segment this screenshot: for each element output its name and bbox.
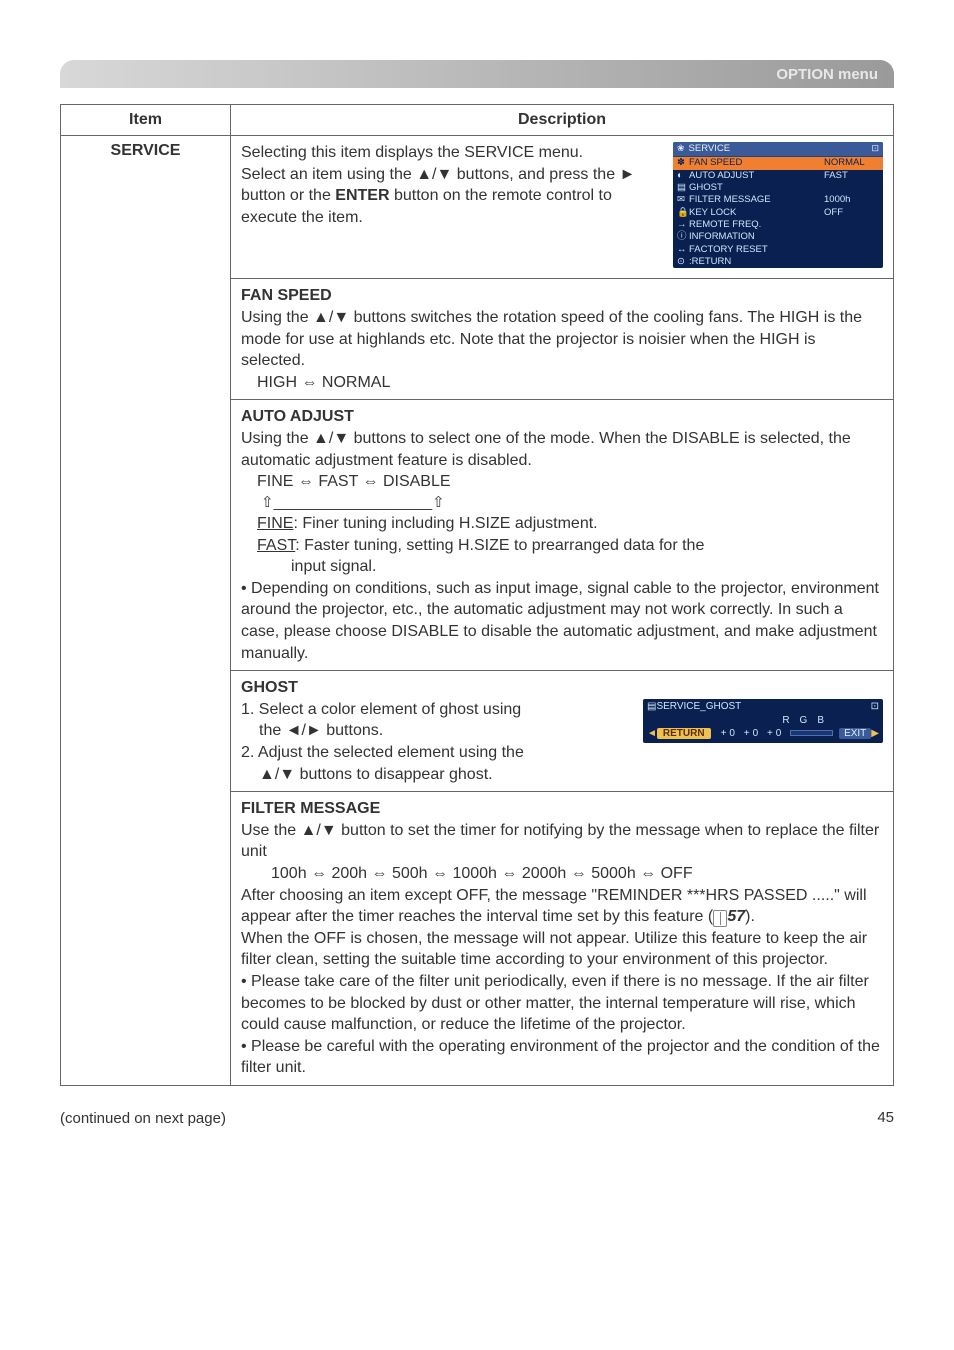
intro-cell: ❀ SERVICE ⊡ ✽FAN SPEEDNORMAL◐AUTO ADJUST… (231, 136, 894, 279)
menu-row-label: REMOTE FREQ. (689, 219, 824, 231)
menu-row-icon: 🔒 (677, 207, 689, 219)
menu-row-icon: ⓘ (677, 231, 689, 243)
fan-cycle: HIGH ⇔ NORMAL (241, 372, 883, 394)
ghost-panel-title: SERVICE_GHOST (656, 701, 741, 712)
menu-row-value (824, 231, 879, 243)
ghost-icon: ▤ (647, 701, 656, 712)
menu-row-label: INFORMATION (689, 231, 824, 243)
menu-row: ↔FACTORY RESET (673, 244, 883, 256)
menu-row-icon: ✽ (677, 157, 689, 169)
fan-cell: FAN SPEED Using the ▲/▼ buttons switches… (231, 279, 894, 400)
left-arrow-icon: ◄ (647, 728, 657, 739)
service-row-label: SERVICE (61, 136, 231, 1086)
service-menu-preview: ❀ SERVICE ⊡ ✽FAN SPEEDNORMAL◐AUTO ADJUST… (673, 142, 883, 268)
menu-row-label: FACTORY RESET (689, 244, 824, 256)
menu-row: ▤GHOST (673, 182, 883, 194)
auto-fast2: input signal. (241, 556, 883, 578)
menu-row-value (824, 244, 879, 256)
service-table: Item Description SERVICE ❀ SERVICE ⊡ ✽FA… (60, 104, 894, 1086)
service-icon: ❀ (677, 143, 685, 155)
ghost-vals: +0 +0 +0 (721, 728, 785, 739)
menu-head: ❀ SERVICE ⊡ (673, 142, 883, 157)
auto-desc: Using the ▲/▼ buttons to select one of t… (241, 428, 883, 471)
menu-row-label: :RETURN (689, 256, 824, 268)
auto-cell: AUTO ADJUST Using the ▲/▼ buttons to sel… (231, 400, 894, 671)
menu-row-icon: ◐ (677, 170, 689, 182)
menu-row: ✽FAN SPEEDNORMAL (673, 157, 883, 169)
menu-row-icon: → (677, 219, 689, 231)
col-header-desc: Description (231, 105, 894, 136)
filter-cycle: 100h ⇔ 200h ⇔ 500h ⇔ 1000h ⇔ 2000h ⇔ 500… (241, 863, 883, 885)
filter-p5: • Please be careful with the operating e… (241, 1036, 883, 1079)
menu-row-icon: ▤ (677, 182, 689, 194)
menu-row: →REMOTE FREQ. (673, 219, 883, 231)
ghost-title: GHOST (241, 677, 883, 699)
ghost-bar: ◄ RETURN +0 +0 +0 EXIT ▶ (647, 728, 879, 739)
menu-row-icon: ↔ (677, 244, 689, 256)
ghost-return: RETURN (657, 728, 711, 739)
filter-p4: • Please take care of the filter unit pe… (241, 971, 883, 1036)
menu-row-value: NORMAL (824, 157, 879, 169)
filter-p1: Use the ▲/▼ button to set the timer for … (241, 820, 883, 863)
auto-title: AUTO ADJUST (241, 406, 883, 428)
menu-row: ◐AUTO ADJUSTFAST (673, 170, 883, 182)
ghost-l2: 2. Adjust the selected element using the (241, 742, 883, 764)
menu-row: 🔒KEY LOCKOFF (673, 207, 883, 219)
auto-cycle: FINE ⇔ FAST ⇔ DISABLE (241, 471, 883, 493)
menu-row-value (824, 256, 879, 268)
fan-desc: Using the ▲/▼ buttons switches the rotat… (241, 307, 883, 372)
ghost-rgb: R G B (647, 712, 879, 726)
auto-fine: FINE: Finer tuning including H.SIZE adju… (241, 513, 883, 535)
menu-row: ✉FILTER MESSAGE1000h (673, 194, 883, 206)
menu-row-label: AUTO ADJUST (689, 170, 824, 182)
menu-row-value: OFF (824, 207, 879, 219)
menu-row-icon: ✉ (677, 194, 689, 206)
menu-title: SERVICE (689, 143, 731, 155)
filter-cell: FILTER MESSAGE Use the ▲/▼ button to set… (231, 792, 894, 1086)
menu-row-value (824, 182, 879, 194)
filter-p3: When the OFF is chosen, the message will… (241, 928, 883, 971)
manual-ref-icon (713, 910, 727, 927)
menu-row-label: FAN SPEED (689, 157, 824, 169)
ghost-l2b: ▲/▼ buttons to disappear ghost. (241, 764, 883, 786)
menu-row: ⓘINFORMATION (673, 231, 883, 243)
ghost-exit: EXIT (839, 728, 871, 739)
menu-row-value (824, 219, 879, 231)
ghost-cell: GHOST ▤ SERVICE_GHOST ⊡ R G B ◄ RETURN +… (231, 671, 894, 792)
filter-p2: After choosing an item except OFF, the m… (241, 885, 883, 928)
menu-row-icon: ⊙ (677, 256, 689, 268)
select-icon: ⊡ (871, 143, 879, 155)
right-arrow-icon: ▶ (871, 728, 879, 739)
menu-row-value: FAST (824, 170, 879, 182)
header-bar: OPTION menu (60, 60, 894, 88)
col-header-item: Item (61, 105, 231, 136)
menu-row-label: GHOST (689, 182, 824, 194)
header-title: OPTION menu (776, 66, 878, 83)
filter-title: FILTER MESSAGE (241, 798, 883, 820)
ghost-slider (790, 730, 833, 736)
ghost-preview: ▤ SERVICE_GHOST ⊡ R G B ◄ RETURN +0 +0 +… (643, 699, 883, 743)
auto-note: • Depending on conditions, such as input… (241, 578, 883, 664)
menu-row-label: FILTER MESSAGE (689, 194, 824, 206)
menu-row: ⊙:RETURN (673, 256, 883, 268)
auto-fast: FAST: Faster tuning, setting H.SIZE to p… (241, 535, 883, 557)
menu-row-label: KEY LOCK (689, 207, 824, 219)
menu-row-value: 1000h (824, 194, 879, 206)
auto-arrows: ⇧___________________⇧ (241, 493, 883, 513)
ghost-sel-icon: ⊡ (871, 701, 879, 712)
fan-title: FAN SPEED (241, 285, 883, 307)
